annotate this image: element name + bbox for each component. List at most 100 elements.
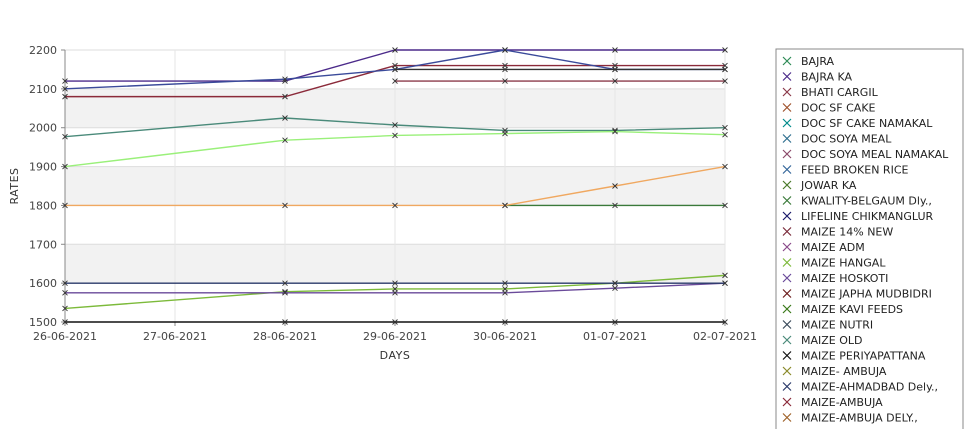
- data-point-marker: [612, 128, 618, 135]
- data-point-marker: [392, 66, 398, 73]
- data-point-marker: [282, 290, 288, 296]
- legend-marker: [782, 180, 792, 190]
- data-point-marker: [282, 115, 288, 121]
- legend-marker: [782, 351, 792, 360]
- x-tick-label: 01-07-2021: [583, 330, 647, 343]
- data-point-marker: [722, 124, 728, 131]
- legend-marker: [782, 242, 792, 252]
- data-point-marker: [62, 319, 68, 325]
- series-group: [62, 319, 728, 325]
- data-point-marker: [722, 131, 728, 138]
- legend-marker: [782, 227, 792, 236]
- data-point-marker: [722, 272, 728, 279]
- legend-marker: [782, 258, 792, 267]
- data-point-marker: [392, 319, 398, 325]
- data-point-marker: [612, 78, 618, 84]
- legend-marker: [782, 273, 792, 283]
- legend-marker: [782, 56, 792, 66]
- legend-label: MAIZE KAVI FEEDS: [801, 303, 903, 316]
- data-point-marker: [722, 163, 728, 170]
- data-point-marker: [502, 130, 508, 137]
- x-tick-label: 02-07-2021: [693, 330, 757, 343]
- data-point-marker: [282, 76, 288, 82]
- legend-label: FEED BROKEN RICE: [801, 164, 908, 177]
- data-point-marker: [502, 66, 508, 73]
- legend-marker: [782, 149, 792, 159]
- data-point-marker: [62, 280, 68, 286]
- legend-label: DOC SOYA MEAL NAMAKAL: [801, 148, 949, 161]
- y-axis-label: RATES: [8, 167, 21, 204]
- data-point-marker: [62, 202, 68, 209]
- legend-marker: [782, 165, 792, 174]
- legend-label: BAJRA: [801, 55, 835, 68]
- legend-label: MAIZE HANGAL: [801, 257, 886, 270]
- y-tick-label: 1500: [29, 316, 57, 329]
- series-line: [64, 274, 726, 310]
- legend-label: MAIZE NUTRI: [801, 319, 873, 332]
- data-point-marker: [62, 93, 68, 100]
- data-point-marker: [502, 202, 508, 209]
- data-point-marker: [722, 202, 728, 209]
- data-point-marker: [502, 290, 508, 296]
- data-point-marker: [392, 290, 398, 296]
- legend-label: MAIZE HOSKOTI: [801, 272, 888, 285]
- legend-label: LIFELINE CHIKMANGLUR: [801, 210, 934, 223]
- y-tick-label: 2200: [29, 44, 57, 57]
- x-tick-label: 29-06-2021: [363, 330, 427, 343]
- data-point-marker: [282, 137, 288, 143]
- x-tick-label: 27-06-2021: [143, 330, 207, 343]
- data-point-marker: [62, 78, 68, 84]
- data-point-marker: [392, 132, 398, 139]
- data-point-marker: [502, 78, 508, 84]
- x-axis-label: DAYS: [380, 349, 411, 362]
- data-point-marker: [612, 183, 618, 189]
- series-group: [392, 66, 728, 73]
- y-tick-label: 1700: [29, 238, 57, 251]
- data-point-marker: [502, 280, 508, 286]
- y-tick-label: 1600: [29, 277, 57, 290]
- legend-label: MAIZE-AHMADBAD Dely.,: [801, 381, 938, 394]
- data-point-marker: [392, 202, 398, 209]
- series-group: [62, 280, 728, 286]
- data-point-marker: [612, 66, 618, 73]
- data-point-marker: [612, 47, 618, 53]
- data-point-marker: [612, 280, 618, 286]
- data-point-marker: [722, 319, 728, 325]
- legend-label: MAIZE JAPHA MUDBIDRI: [801, 288, 932, 301]
- legend-marker: [782, 289, 792, 298]
- data-point-marker: [722, 66, 728, 73]
- legend-marker: [782, 103, 792, 112]
- data-point-marker: [282, 319, 288, 325]
- data-point-marker: [62, 86, 68, 92]
- legend-marker: [782, 304, 792, 314]
- series-line: [64, 130, 726, 168]
- legend-marker: [782, 118, 792, 128]
- legend-marker: [782, 196, 792, 205]
- legend-label: MAIZE-AMBUJA: [801, 396, 883, 409]
- x-tick-label: 28-06-2021: [253, 330, 317, 343]
- data-point-marker: [392, 78, 398, 84]
- legend-label: DOC SOYA MEAL: [801, 133, 892, 146]
- data-point-marker: [502, 47, 508, 53]
- data-point-marker: [62, 305, 68, 312]
- series-line: [65, 64, 725, 98]
- legend-marker: [782, 366, 792, 376]
- data-point-marker: [62, 290, 68, 296]
- data-point-marker: [502, 319, 508, 325]
- data-point-marker: [722, 280, 728, 286]
- data-point-marker: [282, 280, 288, 286]
- legend-label: KWALITY-BELGAUM Dly.,: [801, 195, 932, 208]
- legend-marker: [782, 397, 792, 407]
- legend-box: [775, 48, 964, 429]
- data-point-marker: [62, 163, 68, 170]
- legend-label: MAIZE- AMBUJA: [801, 365, 887, 378]
- y-tick-labels: 1500 1600 1700 1800 1900 2000 2100 2200: [29, 44, 57, 329]
- legend-label: MAIZE-AMBUJA DELY.,: [801, 412, 918, 425]
- legend-label: BHATI CARGIL: [801, 86, 879, 99]
- data-point-marker: [612, 285, 618, 292]
- series-lines: [62, 47, 728, 325]
- x-tick-label: 30-06-2021: [473, 330, 537, 343]
- legend-label: MAIZE ADM: [801, 241, 865, 254]
- legend-label: MAIZE OLD: [801, 334, 863, 347]
